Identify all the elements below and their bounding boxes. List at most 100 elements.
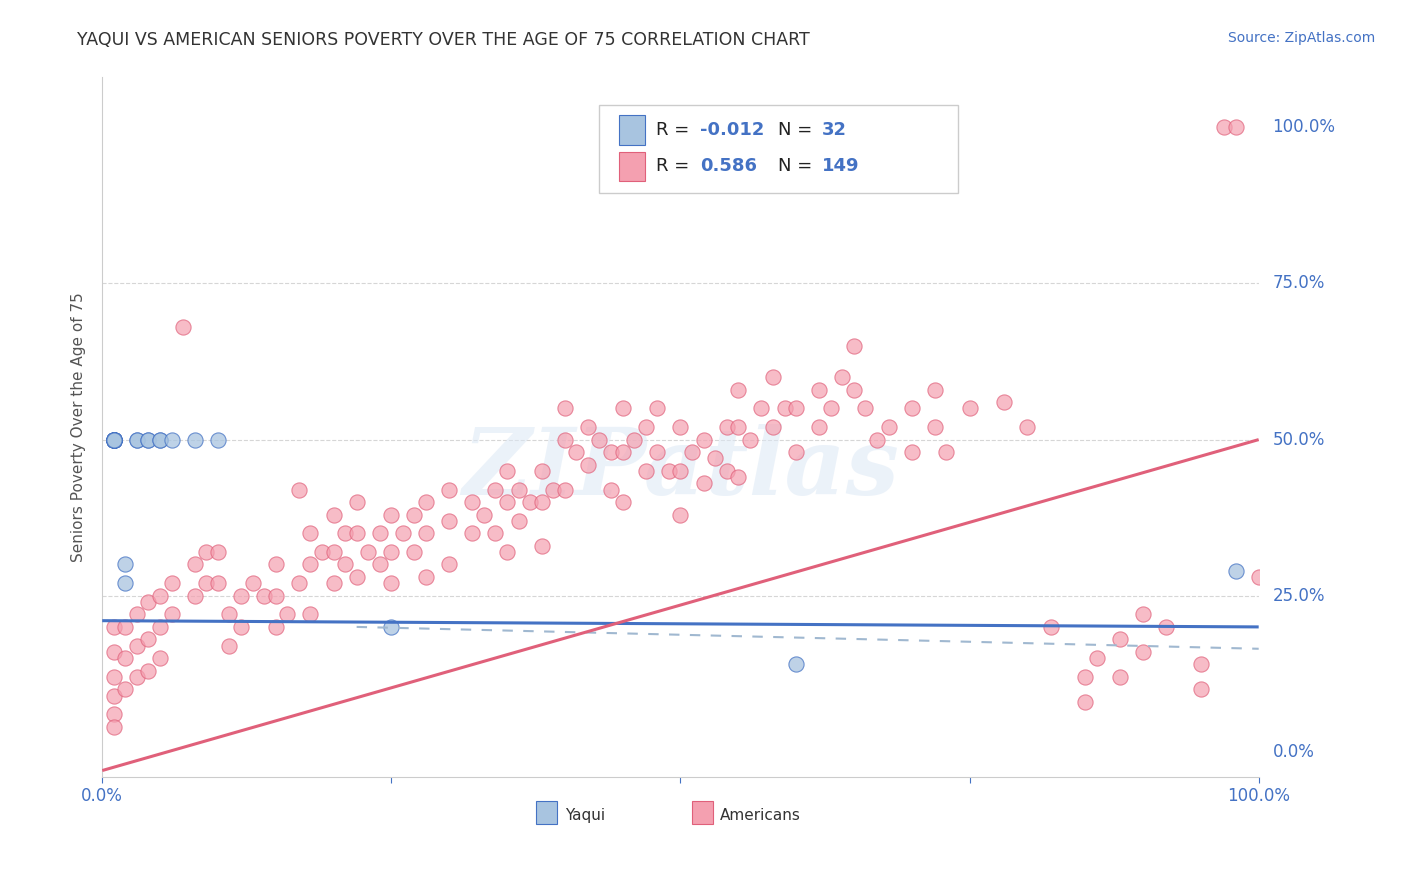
Point xyxy=(855,401,877,416)
Point xyxy=(103,433,125,447)
Point xyxy=(103,433,125,447)
Text: 25.0%: 25.0% xyxy=(1272,587,1324,605)
Point xyxy=(229,589,252,603)
Point xyxy=(785,401,807,416)
Point xyxy=(103,720,125,734)
Point xyxy=(380,508,402,522)
Point xyxy=(103,689,125,703)
FancyBboxPatch shape xyxy=(536,801,557,824)
Point xyxy=(1154,620,1177,634)
Point xyxy=(103,433,125,447)
Point xyxy=(138,595,160,609)
Text: N =: N = xyxy=(778,157,818,175)
Point xyxy=(704,451,727,466)
Point xyxy=(1085,651,1108,665)
Point xyxy=(103,433,125,447)
Point xyxy=(114,682,136,697)
Point xyxy=(808,420,831,434)
Point xyxy=(346,495,368,509)
Point xyxy=(103,433,125,447)
Point xyxy=(1132,645,1154,659)
Point xyxy=(508,514,530,528)
Point xyxy=(218,607,240,622)
Point xyxy=(183,558,205,572)
Point xyxy=(138,433,160,447)
Point xyxy=(311,545,333,559)
Point xyxy=(900,401,922,416)
Point xyxy=(103,433,125,447)
Point xyxy=(114,558,136,572)
Point xyxy=(404,545,426,559)
Point xyxy=(207,433,229,447)
Point xyxy=(415,570,437,584)
Point xyxy=(820,401,842,416)
Point xyxy=(380,576,402,591)
Point xyxy=(218,639,240,653)
Point xyxy=(530,464,553,478)
Y-axis label: Seniors Poverty Over the Age of 75: Seniors Poverty Over the Age of 75 xyxy=(72,293,86,562)
Point xyxy=(1074,670,1097,684)
FancyBboxPatch shape xyxy=(599,105,957,193)
Point xyxy=(368,526,391,541)
Text: N =: N = xyxy=(778,121,818,139)
Point xyxy=(959,401,981,416)
Point xyxy=(149,433,172,447)
Point xyxy=(496,495,519,509)
Point xyxy=(138,632,160,647)
Point xyxy=(842,339,865,353)
Point xyxy=(866,433,889,447)
Text: 0.586: 0.586 xyxy=(700,157,756,175)
Point xyxy=(103,707,125,722)
Point xyxy=(103,645,125,659)
Point xyxy=(762,420,785,434)
Text: 149: 149 xyxy=(821,157,859,175)
Point xyxy=(172,320,194,334)
Point xyxy=(103,433,125,447)
Point xyxy=(924,383,946,397)
Point xyxy=(692,433,714,447)
Point xyxy=(149,433,172,447)
Point xyxy=(333,558,356,572)
Point xyxy=(299,607,322,622)
Point xyxy=(1225,120,1247,135)
Point xyxy=(125,433,148,447)
Point xyxy=(612,401,634,416)
Point xyxy=(183,433,205,447)
Point xyxy=(207,576,229,591)
Point xyxy=(1189,682,1212,697)
Point xyxy=(900,445,922,459)
Point xyxy=(681,445,703,459)
Point xyxy=(299,558,322,572)
Point xyxy=(647,445,669,459)
Point xyxy=(1074,695,1097,709)
Point xyxy=(716,464,738,478)
Text: -0.012: -0.012 xyxy=(700,121,765,139)
Point xyxy=(773,401,796,416)
Point xyxy=(103,433,125,447)
Point xyxy=(484,483,506,497)
Text: 0.0%: 0.0% xyxy=(1272,743,1315,761)
Point xyxy=(149,589,172,603)
Point xyxy=(183,589,205,603)
Point xyxy=(496,464,519,478)
Point xyxy=(103,433,125,447)
Point xyxy=(576,458,599,472)
Point xyxy=(472,508,495,522)
Point xyxy=(576,420,599,434)
Point xyxy=(103,433,125,447)
Point xyxy=(103,433,125,447)
Point xyxy=(195,545,218,559)
Point xyxy=(149,651,172,665)
Point xyxy=(103,433,125,447)
Point xyxy=(160,576,183,591)
Point xyxy=(160,433,183,447)
Point xyxy=(727,383,749,397)
Point xyxy=(333,526,356,541)
Point xyxy=(669,464,692,478)
Point xyxy=(565,445,588,459)
Point xyxy=(276,607,298,622)
Text: Source: ZipAtlas.com: Source: ZipAtlas.com xyxy=(1227,31,1375,45)
Point xyxy=(1213,120,1236,135)
Text: YAQUI VS AMERICAN SENIORS POVERTY OVER THE AGE OF 75 CORRELATION CHART: YAQUI VS AMERICAN SENIORS POVERTY OVER T… xyxy=(77,31,810,49)
Point xyxy=(461,526,484,541)
